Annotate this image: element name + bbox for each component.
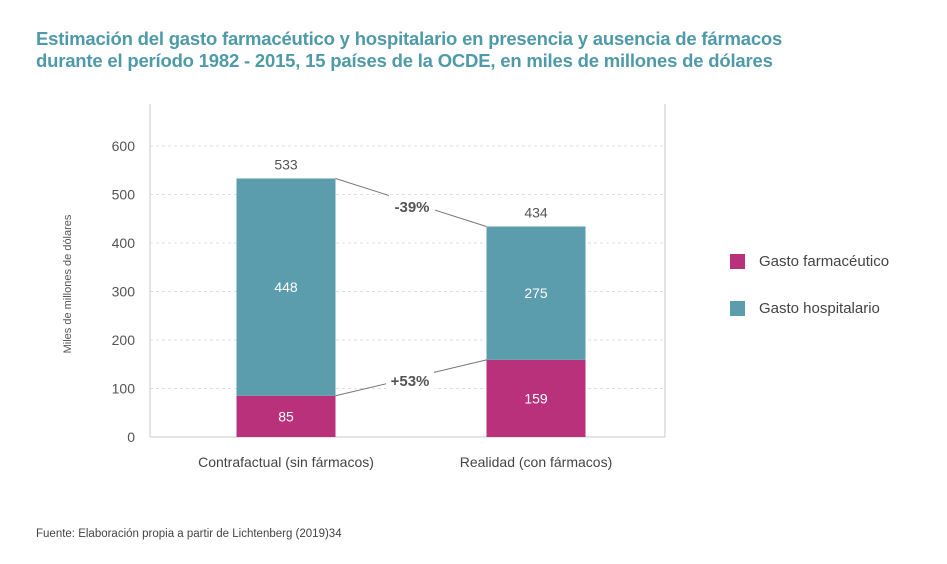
legend-swatch-pharma [730, 253, 745, 269]
chart-title-line-2: durante el período 1982 - 2015, 15 paíse… [36, 50, 773, 71]
source-note: Fuente: Elaboración propia a partir de L… [36, 528, 342, 540]
x-tick-label-1: Realidad (con fármacos) [460, 454, 613, 470]
data-label-total-1: 434 [524, 205, 548, 221]
legend-label-pharma: Gasto farmacéutico [759, 252, 890, 270]
y-axis-label: Miles de millones de dólares [62, 214, 74, 353]
y-tick-label-600: 600 [112, 138, 136, 154]
y-tick-label-100: 100 [112, 381, 136, 397]
y-tick-label-400: 400 [112, 235, 136, 251]
chart-title-line-1: Estimación del gasto farmacéutico y hosp… [36, 28, 783, 49]
annotation-pharma-change-label: +53% [391, 373, 430, 390]
data-label-hospital-0: 448 [274, 279, 298, 295]
legend-label-hospital: Gasto hospitalario [759, 299, 880, 317]
legend: Gasto farmacéutico Gasto hospitalario [730, 250, 889, 344]
data-label-total-0: 533 [274, 156, 298, 172]
bar-pharma-0 [236, 395, 336, 437]
bar-hospital-1 [486, 226, 586, 360]
annotation-total-change-label: -39% [394, 199, 429, 216]
y-tick-label-500: 500 [112, 187, 136, 203]
annotation-total-change-bg [389, 195, 435, 217]
annotation-pharma-change-bg [386, 369, 434, 391]
y-tick-label-300: 300 [112, 284, 136, 300]
x-tick-label-0: Contrafactual (sin fármacos) [198, 454, 374, 470]
legend-swatch-hospital [730, 300, 745, 316]
bar-pharma-1 [486, 359, 586, 437]
legend-item-hospital: Gasto hospitalario [730, 297, 889, 319]
bar-hospital-0 [236, 178, 336, 396]
chart-title: Estimación del gasto farmacéutico y hosp… [36, 28, 916, 72]
y-tick-label-200: 200 [112, 332, 136, 348]
legend-item-pharma: Gasto farmacéutico [730, 250, 889, 272]
y-tick-label-0: 0 [127, 429, 135, 445]
data-label-pharma-1: 159 [524, 390, 548, 406]
data-label-hospital-1: 275 [524, 285, 548, 301]
data-label-pharma-0: 85 [278, 408, 294, 424]
